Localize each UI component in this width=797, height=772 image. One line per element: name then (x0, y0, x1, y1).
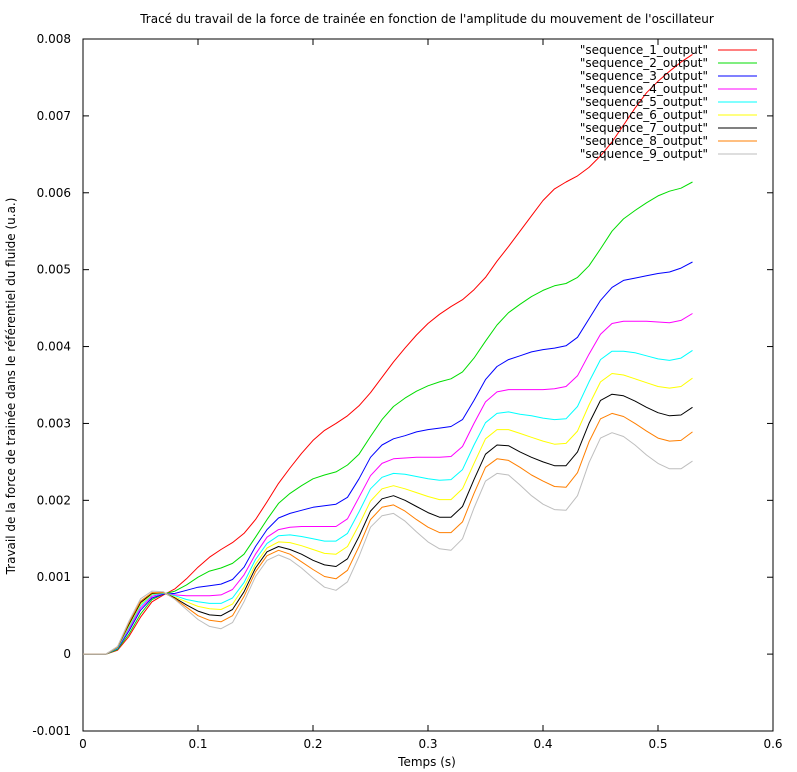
y-tick-label: 0.007 (37, 109, 71, 123)
legend-label-3: "sequence_3_output" (580, 69, 708, 83)
chart-title: Tracé du travail de la force de trainée … (139, 12, 714, 26)
legend-label-5: "sequence_5_output" (580, 95, 708, 109)
series-line-9 (83, 432, 693, 655)
x-tick-label: 0.2 (303, 737, 322, 751)
legend-label-1: "sequence_1_output" (580, 43, 708, 57)
series-line-3 (83, 261, 693, 655)
series-line-6 (83, 373, 693, 655)
x-tick-label: 0.5 (648, 737, 667, 751)
y-tick-label: -0.001 (32, 724, 71, 738)
x-axis: 0 0.1 0.2 0.3 0.4 0.5 0.6 (79, 39, 783, 751)
y-tick-label: 0.005 (37, 263, 71, 277)
x-tick-label: 0.1 (188, 737, 207, 751)
x-tick-label: 0 (79, 737, 87, 751)
series-line-7 (83, 393, 693, 655)
y-tick-label: 0.003 (37, 416, 71, 430)
legend-label-6: "sequence_6_output" (580, 108, 708, 122)
y-tick-label: 0.006 (37, 186, 71, 200)
legend: "sequence_1_output""sequence_2_output""s… (580, 43, 757, 161)
x-tick-label: 0.6 (763, 737, 782, 751)
series-line-5 (83, 349, 693, 655)
legend-label-2: "sequence_2_output" (580, 56, 708, 70)
y-tick-label: 0 (63, 647, 71, 661)
series-line-8 (83, 412, 693, 655)
series-lines (83, 53, 693, 655)
y-axis: -0.001 0 0.001 0.002 0.003 0.004 0.005 0.006 0.0… (32, 32, 773, 738)
x-axis-label: Temps (s) (397, 755, 456, 769)
legend-label-8: "sequence_8_output" (580, 134, 708, 148)
legend-label-7: "sequence_7_output" (580, 121, 708, 135)
series-line-1 (83, 53, 693, 655)
y-tick-label: 0.002 (37, 493, 71, 507)
x-tick-label: 0.4 (533, 737, 552, 751)
legend-label-9: "sequence_9_output" (580, 147, 708, 161)
y-axis-label: Travail de la force de trainée dans le r… (4, 198, 18, 576)
legend-label-4: "sequence_4_output" (580, 82, 708, 96)
series-line-2 (83, 181, 693, 655)
y-tick-label: 0.008 (37, 32, 71, 46)
series-line-4 (83, 313, 693, 655)
y-tick-label: 0.001 (37, 570, 71, 584)
x-tick-label: 0.3 (418, 737, 437, 751)
y-tick-label: 0.004 (37, 340, 71, 354)
